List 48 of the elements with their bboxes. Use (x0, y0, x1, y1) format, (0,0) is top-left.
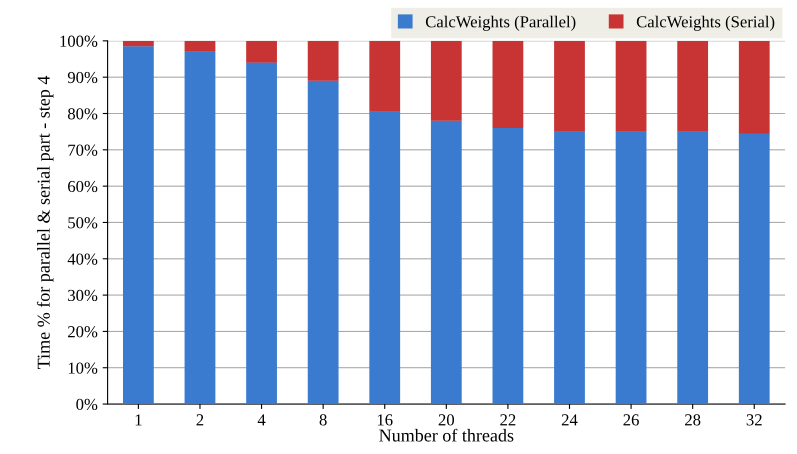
bar (308, 80, 339, 404)
x-tick-label: 2 (196, 414, 204, 426)
y-tick-label: 60% (68, 180, 98, 192)
x-tick-label: 8 (320, 414, 327, 426)
bar (369, 112, 400, 404)
bar (492, 128, 524, 404)
y-tick-label: 10% (68, 362, 98, 374)
x-tick-label: 28 (685, 414, 700, 426)
y-tick-label: 100% (60, 36, 98, 47)
bar (184, 40, 216, 52)
y-tick-label: 90% (68, 72, 98, 84)
y-tick-label: 80% (68, 108, 98, 120)
bar (246, 40, 277, 63)
x-tick-label: 20 (438, 414, 454, 426)
bar (122, 46, 154, 404)
x-tick-label: 32 (746, 414, 762, 426)
bar (738, 133, 770, 404)
legend-label: CalcWeights (Serial) (636, 16, 774, 31)
y-tick-label: 0% (76, 398, 98, 410)
bar (184, 52, 216, 404)
bar (369, 40, 400, 112)
bar (677, 132, 708, 404)
bar (308, 40, 339, 81)
bar (616, 132, 646, 404)
legend-label: CalcWeights (Parallel) (426, 16, 576, 31)
x-tick-label: 1 (136, 414, 142, 426)
bar (738, 40, 770, 134)
bar (554, 132, 585, 404)
bar (616, 40, 646, 132)
x-tick-label: 4 (258, 414, 266, 426)
y-tick-label: 20% (68, 326, 98, 338)
bar (430, 40, 462, 121)
x-tick-label: 26 (623, 414, 639, 426)
bar (677, 40, 708, 132)
bar (430, 120, 462, 404)
y-axis-title: Time % for parallel & serial part - step 4 (36, 76, 54, 369)
bar (122, 40, 154, 46)
bar (246, 62, 277, 404)
y-tick-label: 70% (68, 144, 98, 156)
y-tick-label: 40% (68, 253, 98, 265)
y-tick-label: 30% (68, 290, 98, 302)
bar (554, 40, 585, 132)
x-axis-title: Number of threads (379, 428, 514, 442)
x-tick-label: 24 (562, 414, 578, 426)
x-tick-label: 22 (500, 414, 516, 426)
bar (492, 40, 524, 128)
y-tick-label: 50% (68, 217, 98, 228)
x-tick-label: 16 (378, 414, 393, 426)
